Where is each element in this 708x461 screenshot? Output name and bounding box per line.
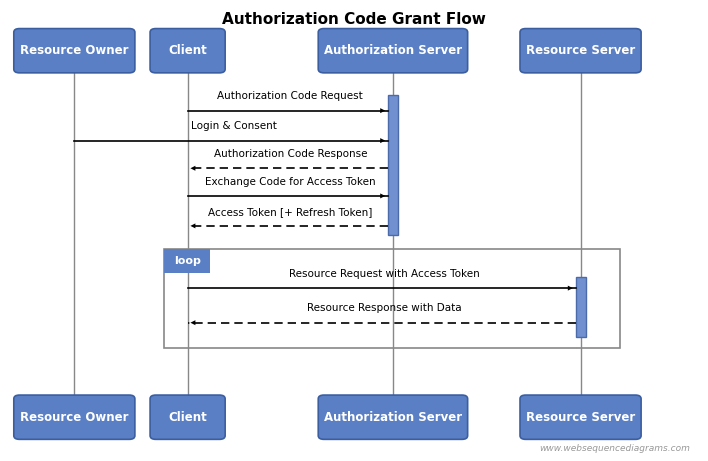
- Text: Exchange Code for Access Token: Exchange Code for Access Token: [205, 177, 375, 187]
- FancyBboxPatch shape: [13, 395, 135, 439]
- FancyBboxPatch shape: [520, 29, 641, 73]
- Text: Authorization Code Request: Authorization Code Request: [217, 91, 363, 101]
- FancyBboxPatch shape: [520, 395, 641, 439]
- Text: Resource Server: Resource Server: [526, 44, 635, 57]
- FancyBboxPatch shape: [13, 29, 135, 73]
- FancyBboxPatch shape: [318, 29, 468, 73]
- Text: Resource Owner: Resource Owner: [20, 411, 129, 424]
- FancyBboxPatch shape: [576, 277, 586, 337]
- Text: www.websequencediagrams.com: www.websequencediagrams.com: [539, 443, 690, 453]
- Text: loop: loop: [174, 256, 200, 266]
- FancyBboxPatch shape: [388, 95, 398, 235]
- Text: Client: Client: [169, 44, 207, 57]
- Text: Access Token [+ Refresh Token]: Access Token [+ Refresh Token]: [208, 207, 372, 217]
- FancyBboxPatch shape: [150, 29, 225, 73]
- Text: Authorization Server: Authorization Server: [324, 44, 462, 57]
- Text: Authorization Code Response: Authorization Code Response: [214, 149, 367, 159]
- Text: Login & Consent: Login & Consent: [190, 121, 277, 131]
- Bar: [164, 249, 620, 348]
- FancyBboxPatch shape: [318, 395, 468, 439]
- Text: Authorization Server: Authorization Server: [324, 411, 462, 424]
- Text: Client: Client: [169, 411, 207, 424]
- Text: Resource Server: Resource Server: [526, 411, 635, 424]
- Text: Resource Response with Data: Resource Response with Data: [307, 303, 462, 313]
- Text: Authorization Code Grant Flow: Authorization Code Grant Flow: [222, 12, 486, 27]
- FancyBboxPatch shape: [164, 249, 210, 273]
- FancyBboxPatch shape: [150, 395, 225, 439]
- Text: Resource Owner: Resource Owner: [20, 44, 129, 57]
- Text: Resource Request with Access Token: Resource Request with Access Token: [289, 269, 479, 279]
